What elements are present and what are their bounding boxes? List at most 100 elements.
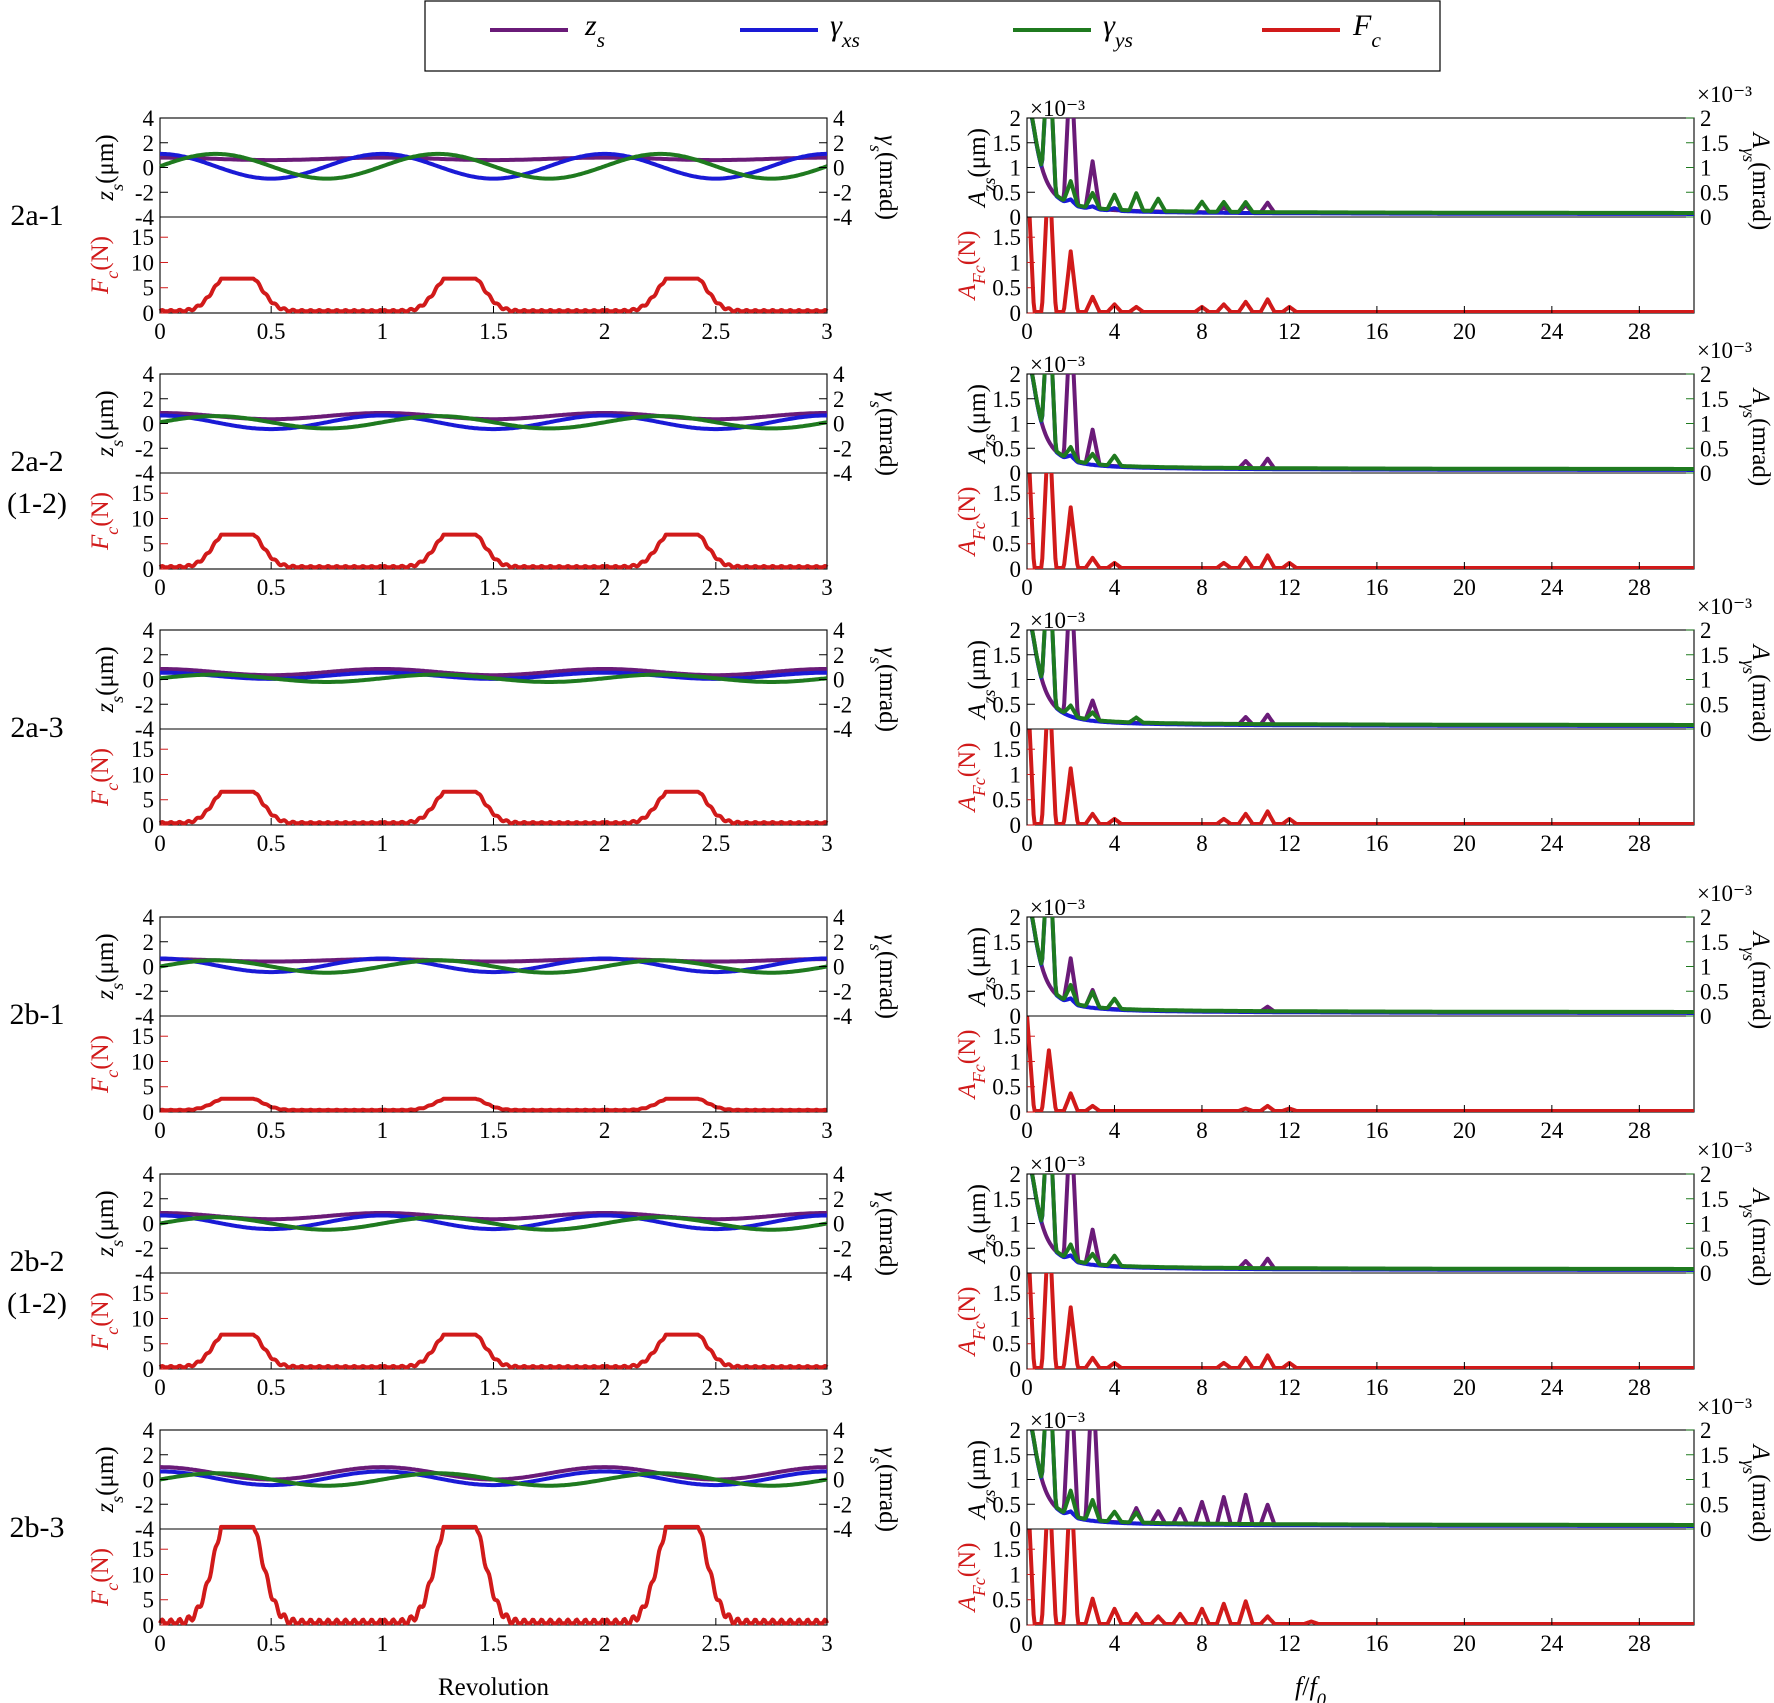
case-sublabel-2a-2: (1-2) (7, 487, 67, 520)
time-ylabel-zs-part-0: z (92, 990, 119, 1001)
time-xtick-label-6: 3 (821, 1631, 833, 1656)
spec-xtick-label-1: 4 (1109, 1631, 1121, 1656)
zs-axis-label-4: -4 (135, 205, 155, 230)
case-label-2a-3: 2a-3 (10, 711, 63, 744)
gs-axis-label-4: -4 (833, 717, 853, 742)
time-ylabel-fc-part-0: F (87, 1334, 114, 1351)
azs-axis-label-3: 0.5 (992, 436, 1021, 461)
time-ylabel-zs-part-0: z (92, 191, 119, 202)
time-ylabel-zs-part-1: s (107, 184, 127, 191)
time-xtick-label-0: 0 (154, 831, 166, 856)
spectrum-top-lines (1029, 1430, 1694, 1528)
spec-xtick-label-3: 12 (1278, 1375, 1301, 1400)
afc-axis-label-1: 1 (1010, 762, 1022, 787)
afc-axis-label-0: 1.5 (992, 1281, 1021, 1306)
gs-axis-label-0: 4 (833, 905, 845, 930)
time-xtick-label-0: 0 (154, 1118, 166, 1143)
time-ylabel-gs-part-2: (mrad) (874, 1208, 901, 1276)
spec-ylabel-ags-part-2: (mrad) (1747, 162, 1774, 230)
spec-xtick-label-7: 28 (1628, 1118, 1651, 1143)
spec-ylabel-azs-part-2: (μm) (964, 1184, 991, 1234)
case-sublabel-2b-2-part-0: (1-2) (7, 1287, 67, 1320)
afc-axis-label-2: 0.5 (992, 1332, 1021, 1357)
time-ylabel-fc: Fc(N) (87, 492, 122, 551)
spec-ylabel-azs: Azs(μm) (964, 1440, 999, 1521)
time-ylabel-zs-part-1: s (107, 1240, 127, 1247)
ags-axis-label-4: 0 (1700, 1261, 1712, 1286)
spectrum-line-gxs (1029, 374, 1694, 472)
azs-axis-label-1: 1.5 (992, 930, 1021, 955)
time-ylabel-zs-part-2: (μm) (92, 390, 119, 440)
ags-axis-label-4: 0 (1700, 461, 1712, 486)
azs-axis-label-1: 1.5 (992, 1187, 1021, 1212)
spec-ylabel-azs-part-1: zs (979, 178, 999, 193)
spec-xtick-label-5: 20 (1453, 831, 1476, 856)
time-xtick-label-3: 1.5 (479, 1375, 508, 1400)
fc-axis-label-2: 5 (143, 276, 155, 301)
spec-xtick-label-4: 16 (1365, 575, 1388, 600)
gs-axis-label-1: 2 (833, 387, 845, 412)
fc-axis-label-0: 15 (131, 1537, 154, 1562)
spec-xtick-label-4: 16 (1365, 1118, 1388, 1143)
ags-axis-label-3: 0.5 (1700, 692, 1729, 717)
time-ylabel-zs-part-2: (μm) (92, 1190, 119, 1240)
spec-ylabel-ags-part-2: (mrad) (1747, 674, 1774, 742)
time-xtick-label-0: 0 (154, 1375, 166, 1400)
time-xtick-label-3: 1.5 (479, 831, 508, 856)
fc-axis-label-0: 15 (131, 481, 154, 506)
time-line-zs (159, 155, 828, 163)
time-xtick-label-4: 2 (599, 1118, 611, 1143)
spec-xtick-label-4: 16 (1365, 831, 1388, 856)
fc-axis-label-1: 10 (131, 762, 154, 787)
afc-axis-label-3: 0 (1010, 557, 1022, 582)
ags-axis-label-2: 1 (1700, 156, 1712, 181)
spec-exponent-right: ×10⁻³ (1697, 594, 1752, 619)
azs-axis-label-1: 1.5 (992, 1443, 1021, 1468)
azs-axis-label-0: 2 (1010, 905, 1022, 930)
time-ylabel-gs-part-0: γ (874, 934, 901, 945)
gs-axis-label-4: -4 (833, 1261, 853, 1286)
time-ylabel-gs: γs(mrad) (866, 647, 901, 732)
spec-ylabel-azs-part-1: zs (979, 690, 999, 705)
spec-ylabel-azs-part-2: (μm) (964, 384, 991, 434)
time-ylabel-fc-part-1: c (102, 1583, 122, 1591)
spec-ylabel-ags-part-1: γs (1739, 1460, 1759, 1474)
spec-xtick-label-4: 16 (1365, 1375, 1388, 1400)
zs-axis-label-0: 4 (143, 106, 155, 131)
afc-axis-label-3: 0 (1010, 813, 1022, 838)
spec-ylabel-ags-part-1: γs (1739, 947, 1759, 961)
spectrum-top-lines (1029, 917, 1694, 1015)
zs-axis-label-2: 0 (143, 156, 155, 181)
spec-ylabel-ags: Aγs(mrad) (1739, 1443, 1774, 1542)
gs-axis-label-4: -4 (833, 1517, 853, 1542)
spec-ylabel-afc-part-2: (N) (954, 487, 981, 522)
spec-ylabel-afc-part-1: Fc (969, 1064, 989, 1084)
time-line-gys (159, 1471, 828, 1488)
fc-axis-label-2: 5 (143, 788, 155, 813)
spec-xtick-label-7: 28 (1628, 1631, 1651, 1656)
time-ylabel-fc-part-2: (N) (87, 1548, 114, 1583)
time-ylabel-fc-part-1: c (102, 1070, 122, 1078)
time-ylabel-gs: γs(mrad) (866, 1191, 901, 1276)
ags-axis-label-3: 0.5 (1700, 1236, 1729, 1261)
spec-xtick-label-0: 0 (1021, 1375, 1033, 1400)
spec-xtick-label-0: 0 (1021, 1631, 1033, 1656)
spectrum-line-gys (1030, 630, 1694, 727)
ags-axis-label-1: 1.5 (1700, 387, 1729, 412)
time-ylabel-zs-part-2: (μm) (92, 646, 119, 696)
spec-ylabel-azs-part-0: A (964, 447, 991, 465)
spec-ylabel-azs-part-1: zs (979, 434, 999, 449)
spec-ylabel-ags-part-2: (mrad) (1747, 418, 1774, 486)
time-ylabel-gs: γs(mrad) (866, 934, 901, 1019)
time-xlabel: Revolution (438, 1674, 550, 1701)
spec-ylabel-ags-part-2: (mrad) (1747, 961, 1774, 1029)
time-ylabel-zs: zs(μm) (92, 390, 127, 457)
spec-ylabel-ags: Aγs(mrad) (1739, 1187, 1774, 1286)
fc-axis-label-0: 15 (131, 1281, 154, 1306)
spec-ylabel-azs-part-2: (μm) (964, 640, 991, 690)
gs-axis-label-1: 2 (833, 1187, 845, 1212)
afc-axis-label-1: 1 (1010, 1306, 1022, 1331)
